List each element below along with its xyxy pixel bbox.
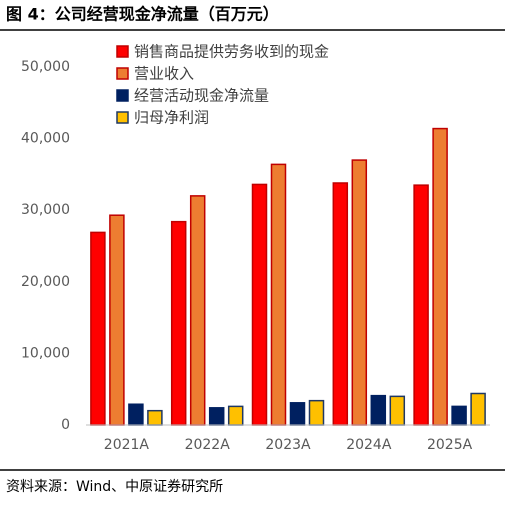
- legend-label: 归母净利润: [134, 109, 209, 127]
- y-tick-label: 20,000: [21, 274, 70, 290]
- y-tick-label: 0: [61, 417, 70, 433]
- bar: [227, 405, 244, 426]
- bar: [128, 403, 144, 426]
- bar: [289, 402, 306, 426]
- x-tick-label: 2022A: [185, 437, 231, 453]
- bar: [470, 392, 486, 426]
- x-tick-label: 2023A: [265, 437, 311, 453]
- bar: [170, 220, 187, 426]
- y-tick-label: 10,000: [21, 345, 70, 361]
- bar: [432, 127, 448, 426]
- legend-swatch: [116, 89, 129, 102]
- bar: [308, 399, 325, 426]
- chart-title: 图 4：公司经营现金净流量（百万元）: [6, 5, 279, 24]
- bar: [370, 394, 387, 426]
- y-tick-label: 30,000: [21, 202, 70, 218]
- x-tick-label: 2024A: [346, 437, 392, 453]
- y-tick-label: 50,000: [21, 59, 70, 75]
- y-tick-label: 40,000: [21, 131, 70, 147]
- legend-label: 销售商品提供劳务收到的现金: [134, 43, 329, 61]
- bar: [332, 182, 349, 426]
- bar: [90, 231, 106, 426]
- bar: [189, 195, 206, 426]
- bar: [147, 409, 163, 426]
- legend-swatch: [116, 67, 129, 80]
- bar: [208, 407, 225, 426]
- legend-swatch: [116, 111, 129, 124]
- bar: [389, 395, 406, 426]
- x-tick-label: 2025A: [427, 437, 473, 453]
- x-tick-label: 2021A: [104, 437, 150, 453]
- bar: [451, 405, 467, 426]
- bar: [270, 163, 287, 426]
- legend-label: 营业收入: [134, 65, 194, 83]
- bar: [251, 183, 268, 426]
- legend-label: 经营活动现金净流量: [134, 87, 269, 105]
- bar: [109, 214, 125, 426]
- bar: [351, 159, 368, 426]
- legend-swatch: [116, 45, 129, 58]
- bar: [413, 184, 429, 426]
- source-note: 资料来源：Wind、中原证券研究所: [6, 479, 223, 495]
